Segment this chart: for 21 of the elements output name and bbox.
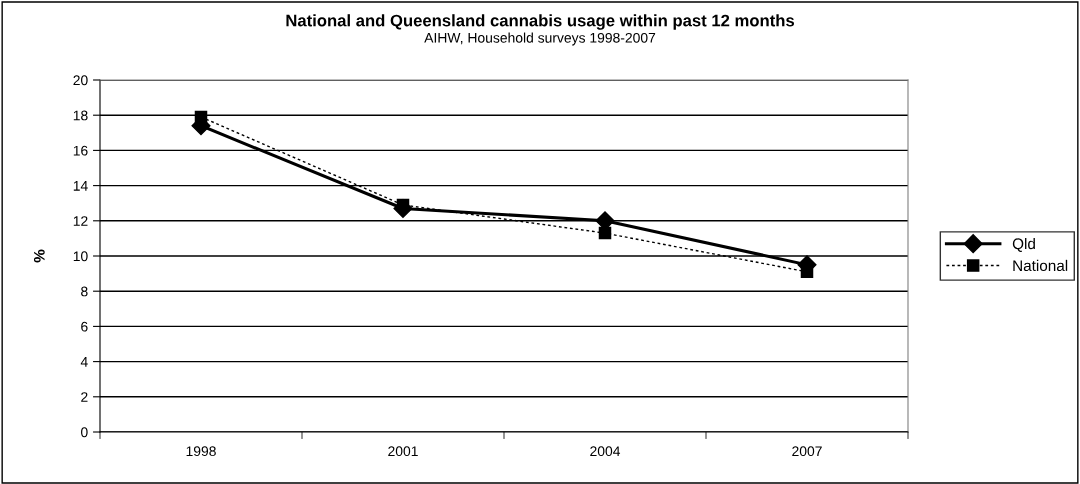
y-tick-label: 18: [73, 110, 88, 121]
legend-label: Qld: [1012, 237, 1035, 252]
y-tick-label: 20: [73, 75, 88, 86]
y-axis-title: %: [33, 249, 45, 263]
chart-title: National and Queensland cannabis usage within past 12 months: [286, 14, 795, 30]
y-tick-label: 8: [81, 286, 88, 297]
x-tick-label: 2004: [590, 446, 621, 457]
chart-subtitle: AIHW, Household surveys 1998-2007: [424, 32, 656, 46]
y-tick-label: 4: [80, 357, 88, 367]
point: [393, 198, 413, 219]
y-tick-label: 16: [73, 145, 88, 156]
y-tick-label: 0: [81, 427, 88, 438]
x-tick-label: 1998: [186, 446, 216, 457]
legend-label: National: [1013, 259, 1068, 272]
x-tick-label: 2007: [792, 446, 822, 457]
y-tick-label: 2: [81, 392, 88, 402]
y-tick-label: 10: [73, 251, 88, 262]
y-tick-label: 14: [73, 181, 88, 191]
y-tick-label: 12: [73, 216, 88, 226]
x-tick-label: 2001: [388, 446, 418, 457]
y-tick-label: 6: [81, 321, 88, 332]
